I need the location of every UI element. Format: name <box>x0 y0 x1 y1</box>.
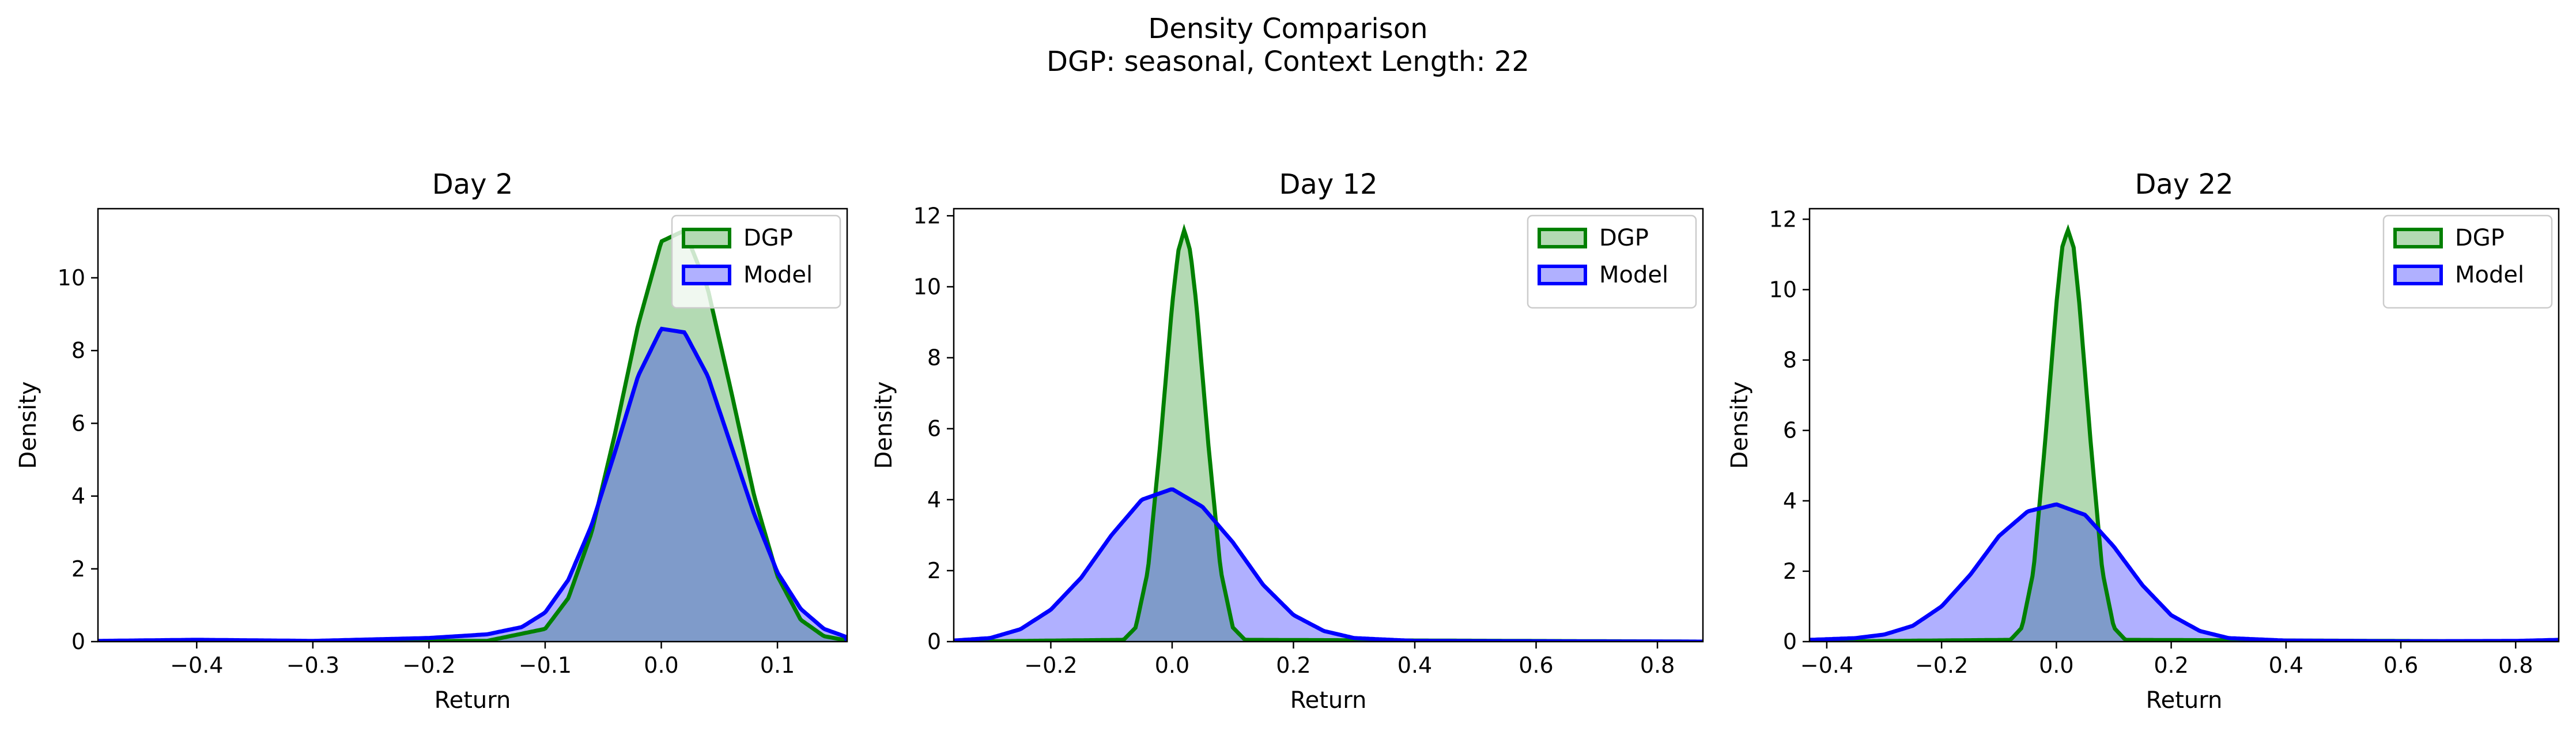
x-tick-label: 0.2 <box>2154 653 2188 678</box>
y-tick-label: 0 <box>71 629 85 654</box>
chart-panel-3: −0.4 −0.2 0.0 0.2 0.4 0.6 0.8 0 2 4 6 8 10 12 Day 22 Re… <box>1727 168 2560 714</box>
model-density-area <box>954 489 1703 642</box>
legend-label-model: Model <box>743 262 813 288</box>
y-tick-label: 8 <box>1783 348 1797 373</box>
axes-frame <box>97 208 848 643</box>
y-tick-label: 0 <box>927 629 941 654</box>
chart-panels: −0.4 −0.3 −0.2 −0.1 0.0 0.1 0 2 4 6 8 10 Day 2 Return… <box>15 168 2560 714</box>
figure-subtitle: DGP: seasonal, Context Length: 22 <box>1047 46 1529 78</box>
x-tick-label: 0.2 <box>1276 653 1310 678</box>
legend-swatch-dgp <box>682 228 731 248</box>
y-axis-label: Density <box>15 381 41 469</box>
x-tick-label: −0.4 <box>170 653 223 678</box>
y-tick-label: 6 <box>1783 418 1797 443</box>
y-tick-label: 6 <box>927 416 941 442</box>
legend-label-dgp: DGP <box>1599 225 1649 251</box>
x-tick-label: −0.3 <box>286 653 339 678</box>
y-tick-label: 8 <box>927 345 941 371</box>
x-axis-label: Return <box>2146 687 2223 714</box>
legend-swatch-model <box>1538 265 1587 285</box>
x-tick-label: 0.4 <box>1397 653 1432 678</box>
legend-label-model: Model <box>2455 262 2524 288</box>
legend-label-dgp: DGP <box>2455 225 2505 251</box>
x-tick-label: −0.4 <box>1800 653 1853 678</box>
x-tick-label: 0.0 <box>2039 653 2073 678</box>
y-tick-label: 2 <box>927 558 941 583</box>
panel-title: Day 12 <box>1279 168 1377 201</box>
legend-swatch-dgp <box>1538 228 1587 248</box>
legend: DGP Model <box>2382 214 2553 309</box>
y-tick-label: 12 <box>1769 206 1797 232</box>
y-tick-label: 2 <box>1783 559 1797 584</box>
x-tick-label: −0.2 <box>1024 653 1077 678</box>
x-tick-label: 0.8 <box>2498 653 2533 678</box>
legend-label-model: Model <box>1599 262 1668 288</box>
x-tick-label: −0.2 <box>1915 653 1968 678</box>
x-axis-label: Return <box>1290 687 1367 714</box>
x-tick-label: 0.0 <box>644 653 678 678</box>
panel-title: Day 22 <box>2135 168 2233 201</box>
y-tick-label: 10 <box>913 274 941 299</box>
x-axis-label: Return <box>435 687 511 714</box>
y-tick-label: 4 <box>71 484 85 509</box>
y-tick-label: 8 <box>71 338 85 363</box>
legend-swatch-model <box>2393 265 2443 285</box>
x-tick-label: 0.0 <box>1155 653 1189 678</box>
y-tick-label: 12 <box>913 203 941 228</box>
model-density-line <box>98 326 847 642</box>
legend-swatch-dgp <box>2393 228 2443 248</box>
chart-panel-2: −0.2 0.0 0.2 0.4 0.6 0.8 0 2 4 6 8 10 12 Day 12 Return… <box>871 168 1704 714</box>
model-density-area <box>1810 504 2559 642</box>
model-density-line <box>1810 502 2559 642</box>
legend: DGP Model <box>671 214 841 309</box>
x-tick-label: −0.2 <box>402 653 455 678</box>
x-tick-label: −0.1 <box>519 653 572 678</box>
y-tick-label: 2 <box>71 556 85 582</box>
y-axis-label: Density <box>871 381 897 469</box>
legend-swatch-model <box>682 265 731 285</box>
y-tick-label: 4 <box>927 487 941 512</box>
y-tick-label: 4 <box>1783 488 1797 514</box>
legend-label-dgp: DGP <box>743 225 793 251</box>
x-tick-label: 0.4 <box>2269 653 2303 678</box>
overlap-density-area <box>98 329 847 642</box>
y-tick-label: 10 <box>58 265 85 291</box>
y-tick-label: 6 <box>71 410 85 436</box>
figure-title: Density Comparison <box>1148 13 1427 45</box>
axes-frame <box>1808 208 2560 643</box>
x-tick-label: 0.8 <box>1640 653 1675 678</box>
x-tick-label: 0.1 <box>760 653 795 678</box>
y-axis-label: Density <box>1727 381 1753 469</box>
chart-panel-1: −0.4 −0.3 −0.2 −0.1 0.0 0.1 0 2 4 6 8 10 Day 2 Return… <box>15 168 848 714</box>
y-tick-label: 0 <box>1783 629 1797 654</box>
panel-title: Day 2 <box>432 168 513 201</box>
y-tick-label: 10 <box>1769 277 1797 302</box>
x-tick-label: 0.6 <box>1519 653 1553 678</box>
legend: DGP Model <box>1527 214 1697 309</box>
axes-frame <box>953 208 1704 643</box>
x-tick-label: 0.6 <box>2384 653 2418 678</box>
